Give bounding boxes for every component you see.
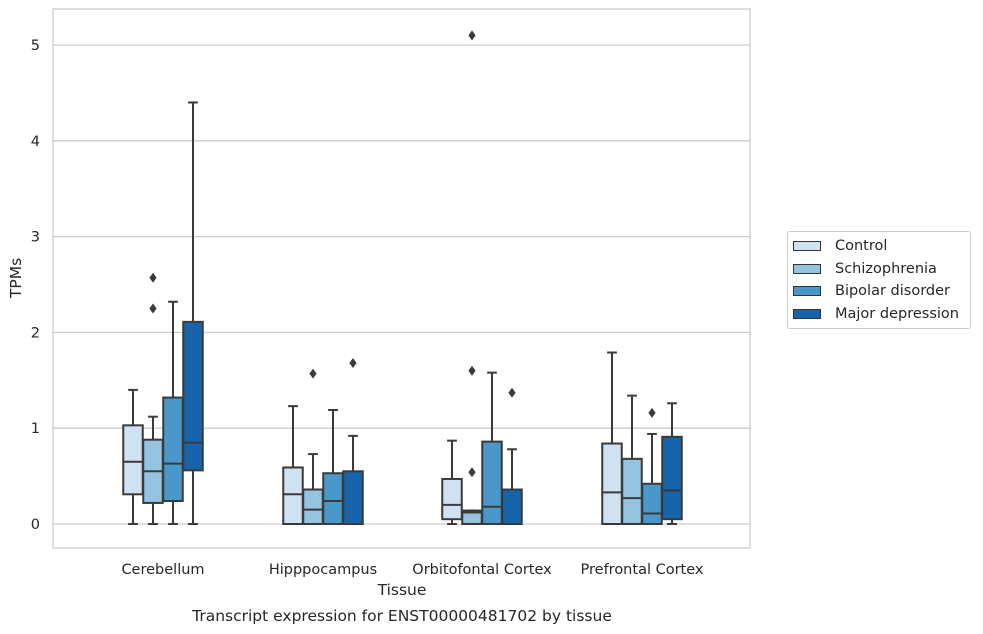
outlier-point [349, 358, 357, 369]
iqr-box [182, 320, 204, 472]
legend-swatch [793, 308, 821, 319]
legend-label: Control [835, 238, 888, 255]
legend-item: Major depression [788, 303, 970, 326]
legend-swatch [793, 286, 821, 297]
x-tick-label: Cerebellum [121, 562, 204, 578]
iqr-box [501, 488, 523, 525]
legend-item: Control [788, 235, 970, 258]
box-series [122, 30, 683, 526]
outlier-point [149, 272, 157, 283]
x-tick-label: Prefrontal Cortex [581, 562, 704, 578]
iqr-box [162, 396, 184, 503]
legend-label: Major depression [835, 305, 959, 322]
y-tick-label: 3 [31, 230, 40, 246]
y-tick-label: 2 [31, 325, 40, 341]
box-prefrontal-cortex-control [601, 351, 623, 526]
box-cerebellum-major-depression [182, 101, 204, 525]
box-orbitofontal-cortex-schizophrenia [461, 30, 483, 526]
iqr-box [282, 466, 304, 525]
x-axis-label: Tissue [377, 581, 427, 599]
iqr-box [441, 477, 463, 521]
legend: Control Schizophrenia Bipolar disorder Majo… [787, 231, 971, 329]
box-prefrontal-cortex-major-depression [661, 402, 683, 525]
iqr-box [302, 488, 324, 525]
y-tick-label: 1 [31, 421, 40, 437]
box-hipppocampus-major-depression [342, 358, 364, 525]
outlier-point [648, 407, 656, 418]
box-prefrontal-cortex-bipolar-disorder [641, 407, 663, 526]
outlier-point [468, 467, 476, 478]
iqr-box [122, 424, 144, 496]
y-tick-label: 4 [31, 134, 40, 150]
legend-swatch [793, 241, 821, 252]
box-orbitofontal-cortex-bipolar-disorder [481, 371, 503, 525]
x-tick-label: Hipppocampus [269, 562, 377, 578]
iqr-box [481, 440, 503, 525]
box-prefrontal-cortex-schizophrenia [621, 394, 643, 525]
outlier-point [468, 30, 476, 41]
iqr-box [342, 470, 364, 525]
iqr-box [621, 457, 643, 525]
box-cerebellum-bipolar-disorder [162, 300, 184, 525]
legend-item: Bipolar disorder [788, 280, 970, 303]
y-tick-label: 0 [31, 517, 40, 533]
box-orbitofontal-cortex-major-depression [501, 387, 523, 525]
box-orbitofontal-cortex-control [441, 439, 463, 525]
x-tick-label: Orbitofontal Cortex [412, 562, 552, 578]
iqr-box [661, 435, 683, 521]
box-cerebellum-control [122, 388, 144, 525]
legend-swatch [793, 263, 821, 274]
outlier-point [309, 368, 317, 379]
legend-item: Schizophrenia [788, 258, 970, 281]
box-cerebellum-schizophrenia [142, 272, 164, 525]
box-hipppocampus-control [282, 405, 304, 525]
plot-frame [52, 8, 751, 549]
box-hipppocampus-bipolar-disorder [322, 408, 344, 526]
iqr-box [322, 472, 344, 526]
outlier-point [508, 387, 516, 398]
outlier-point [149, 303, 157, 314]
chart-title: Transcript expression for ENST0000048170… [191, 607, 612, 625]
outlier-point [468, 365, 476, 376]
iqr-box [641, 482, 663, 526]
y-tick-label: 5 [31, 38, 40, 54]
axis-ticks: 0 1 2 3 4 5 Cerebellum Hipppocampus Orbitofontal… [31, 38, 704, 578]
iqr-box [601, 442, 623, 526]
box-hipppocampus-schizophrenia [302, 368, 324, 525]
legend-label: Bipolar disorder [835, 283, 950, 300]
y-axis-label: TPMs [7, 258, 25, 299]
legend-label: Schizophrenia [835, 260, 937, 277]
